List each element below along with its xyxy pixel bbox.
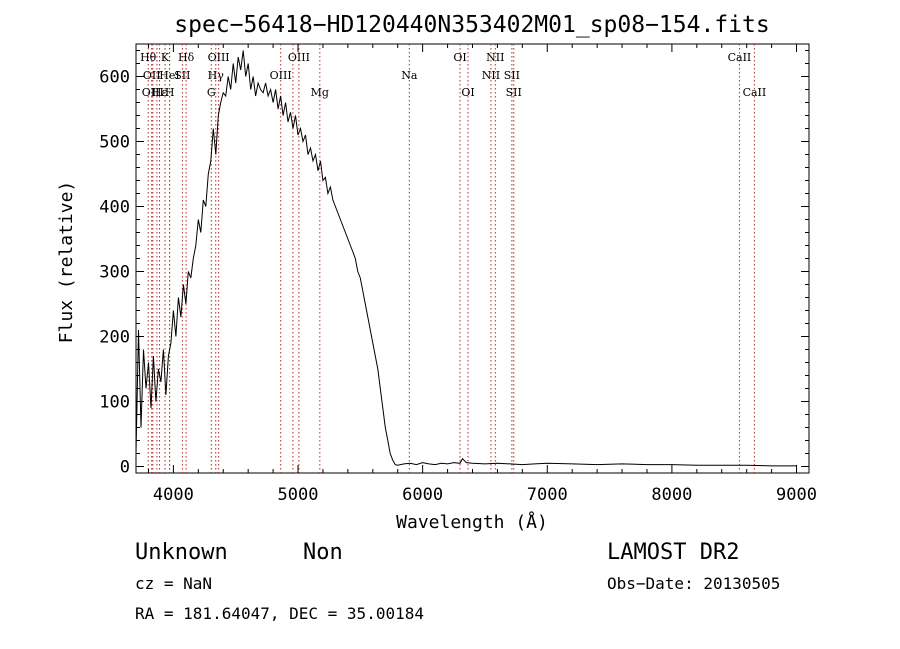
line-label-11: Hγ xyxy=(208,69,225,82)
line-label-25: CaII xyxy=(743,86,767,99)
line-label-18: OI xyxy=(453,51,466,64)
plot-area: HθOIIOIIIHεKHeIHSIIHδGHγOIIIOIIIOIIIMgNa… xyxy=(99,43,817,505)
line-label-7: H xyxy=(165,86,175,99)
line-label-23: SII xyxy=(506,86,522,99)
line-label-16: Mg xyxy=(311,86,329,99)
line-label-9: Hδ xyxy=(178,51,195,64)
y-axis: 0 100 200 300 400 500 600 xyxy=(99,50,809,478)
obs-date: Obs−Date: 20130505 xyxy=(607,574,780,593)
x-axis-label: Wavelength (Å) xyxy=(396,511,548,533)
line-label-2: OIII xyxy=(142,86,164,99)
y-tick-label-2: 200 xyxy=(99,328,130,348)
x-tick-label-2: 6000 xyxy=(402,485,443,505)
line-label-10: G xyxy=(207,86,216,99)
x-tick-label-1: 5000 xyxy=(278,485,319,505)
line-label-6: HeI xyxy=(159,69,179,82)
line-label-21: NII xyxy=(486,51,504,64)
line-label-4: Hε xyxy=(152,86,168,99)
y-tick-label-3: 300 xyxy=(99,263,130,283)
y-tick-label-1: 100 xyxy=(99,393,130,413)
line-label-0: Hθ xyxy=(140,51,157,64)
line-label-1: OII xyxy=(143,69,161,82)
emission-line-labels: HθOIIOIIIHεKHeIHSIIHδGHγOIIIOIIIOIIIMgNa… xyxy=(140,51,766,99)
y-tick-label-4: 400 xyxy=(99,198,130,218)
chart-title: spec−56418−HD120440N353402M01_sp08−154.f… xyxy=(174,12,769,38)
x-tick-label-4: 8000 xyxy=(651,485,692,505)
x-axis: 4000 5000 6000 7000 8000 9000 xyxy=(147,44,817,505)
line-label-8: SII xyxy=(174,69,190,82)
x-tick-label-5: 9000 xyxy=(776,485,817,505)
line-label-22: SII xyxy=(504,69,520,82)
object-class: Unknown xyxy=(135,540,228,565)
y-tick-label-5: 500 xyxy=(99,133,130,153)
emission-line-markers xyxy=(147,44,755,473)
spectrum-series-line xyxy=(135,50,797,467)
line-label-15: OIII xyxy=(288,51,310,64)
y-axis-label: Flux (relative) xyxy=(56,181,77,344)
x-tick-label-3: 7000 xyxy=(527,485,568,505)
line-label-12: OIII xyxy=(208,51,230,64)
line-label-20: NII xyxy=(482,69,500,82)
line-label-13: OIII xyxy=(270,69,292,82)
object-subclass: Non xyxy=(303,540,343,565)
cz-value: cz = NaN xyxy=(135,574,212,593)
line-label-17: Na xyxy=(401,69,418,82)
line-label-19: OI xyxy=(461,86,474,99)
coordinates: RA = 181.64047, DEC = 35.00184 xyxy=(135,604,424,623)
line-label-24: CaII xyxy=(728,51,752,64)
plot-frame xyxy=(135,43,810,474)
y-tick-label-0: 0 xyxy=(120,458,130,478)
survey-name: LAMOST DR2 xyxy=(607,540,739,565)
x-tick-label-0: 4000 xyxy=(153,485,194,505)
line-label-5: K xyxy=(161,51,170,64)
y-tick-label-6: 600 xyxy=(99,68,130,88)
